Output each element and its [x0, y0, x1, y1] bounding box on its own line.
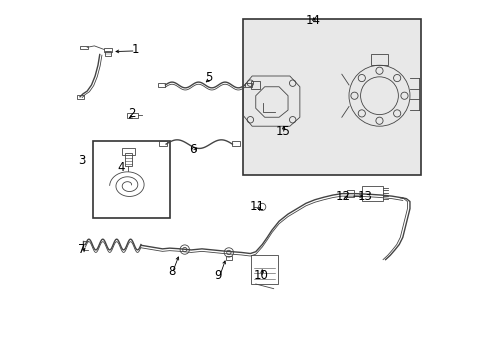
Text: 12: 12: [336, 190, 351, 203]
Bar: [104, 48, 112, 52]
Bar: [251, 81, 260, 89]
Text: 10: 10: [254, 269, 269, 282]
Bar: [226, 256, 232, 260]
Text: 13: 13: [358, 190, 372, 203]
Bar: [127, 113, 138, 118]
Bar: [243, 19, 421, 175]
Text: 7: 7: [78, 243, 86, 256]
Text: 4: 4: [118, 161, 125, 174]
Bar: [251, 255, 278, 284]
Bar: [77, 95, 84, 99]
Text: 3: 3: [78, 154, 86, 167]
Bar: [232, 141, 240, 145]
Bar: [93, 140, 170, 218]
Text: 2: 2: [128, 107, 136, 120]
Bar: [347, 190, 354, 197]
Bar: [122, 148, 135, 155]
Bar: [80, 45, 88, 49]
Text: 8: 8: [168, 265, 175, 278]
Bar: [158, 83, 166, 87]
Bar: [159, 141, 167, 145]
Bar: [245, 83, 252, 87]
Text: 15: 15: [275, 125, 290, 138]
Bar: [370, 54, 389, 65]
Text: 11: 11: [250, 201, 265, 213]
Bar: [362, 186, 383, 201]
Text: 5: 5: [205, 71, 213, 84]
Text: 14: 14: [306, 14, 320, 27]
Bar: [125, 153, 132, 166]
Text: 6: 6: [189, 143, 197, 156]
Text: 1: 1: [132, 42, 139, 55]
Bar: [105, 51, 111, 55]
Text: 9: 9: [214, 269, 222, 282]
